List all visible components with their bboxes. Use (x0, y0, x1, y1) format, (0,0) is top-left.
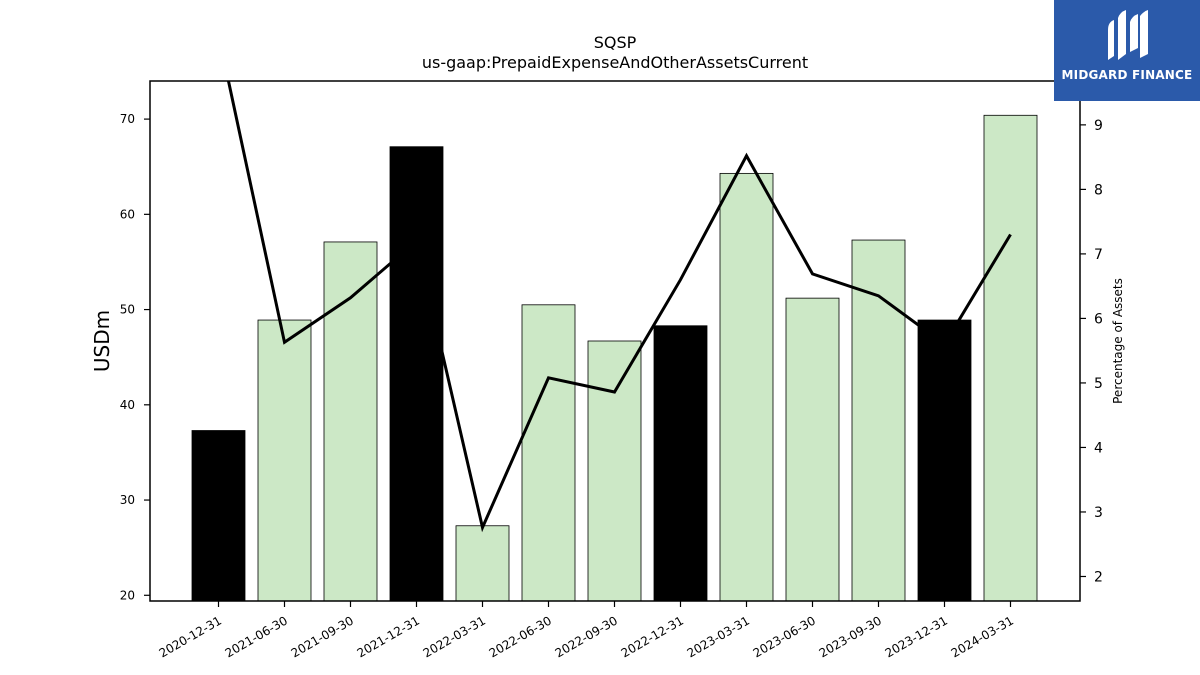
y-tick-label: 50 (120, 303, 135, 317)
x-tick-label: 2022-06-30 (487, 613, 554, 660)
y2-tick-label: 6 (1094, 311, 1103, 327)
bar (587, 340, 642, 602)
x-tick-label: 2021-06-30 (223, 613, 290, 660)
bar (521, 304, 576, 602)
x-tick-label: 2021-12-31 (355, 613, 422, 660)
x-tick-label: 2022-09-30 (553, 613, 620, 660)
x-tick-label: 2024-03-31 (949, 613, 1016, 660)
y2-tick-label: 7 (1094, 247, 1103, 263)
bar (851, 239, 906, 602)
bar (455, 525, 510, 602)
x-axis: 2020-12-312021-06-302021-09-302021-12-31… (157, 601, 1016, 660)
bar (257, 319, 312, 602)
x-tick-label: 2021-09-30 (289, 613, 356, 660)
y-tick-label: 30 (120, 493, 135, 507)
x-tick-label: 2023-12-31 (883, 613, 950, 660)
bar (785, 297, 840, 602)
x-tick-label: 2022-03-31 (421, 613, 488, 660)
line-layer (226, 81, 1012, 533)
brand-logo: MIDGARD FINANCE (1054, 0, 1200, 101)
x-tick-label: 2022-12-31 (619, 613, 686, 660)
y2-axis-label: Percentage of Assets (1111, 278, 1125, 404)
bar (653, 325, 708, 602)
bar (323, 241, 378, 602)
bar (191, 430, 246, 602)
y-tick-label: 60 (120, 207, 135, 221)
x-tick-label: 2020-12-31 (157, 613, 224, 660)
x-tick-label: 2023-03-31 (685, 613, 752, 660)
y2-axis: 2 3 4 5 6 7 8 9 (1080, 118, 1103, 585)
y-axis-label: USDm (90, 310, 114, 372)
x-tick-label: 2023-06-30 (751, 613, 818, 660)
y-tick-label: 20 (120, 588, 135, 602)
bar (983, 114, 1038, 602)
y2-tick-label: 3 (1094, 505, 1103, 521)
y2-tick-label: 4 (1094, 440, 1103, 456)
y2-tick-label: 5 (1094, 376, 1103, 392)
y2-tick-label: 9 (1094, 118, 1103, 134)
y-axis: 20 30 40 50 60 70 (120, 112, 150, 602)
logo-mark-icon (1108, 10, 1148, 60)
y2-tick-label: 2 (1094, 569, 1103, 585)
bar (389, 146, 444, 602)
x-tick-label: 2023-09-30 (817, 613, 884, 660)
bars-layer (191, 114, 1038, 602)
y-tick-label: 70 (120, 112, 135, 126)
chart-subtitle: us-gaap:PrepaidExpenseAndOtherAssetsCurr… (422, 53, 808, 72)
series-line (226, 81, 1012, 533)
bar (719, 172, 774, 602)
logo-text: MIDGARD FINANCE (1061, 68, 1193, 82)
chart-title: SQSP (594, 33, 637, 52)
bar (917, 319, 972, 602)
y-tick-label: 40 (120, 398, 135, 412)
y2-tick-label: 8 (1094, 182, 1103, 198)
